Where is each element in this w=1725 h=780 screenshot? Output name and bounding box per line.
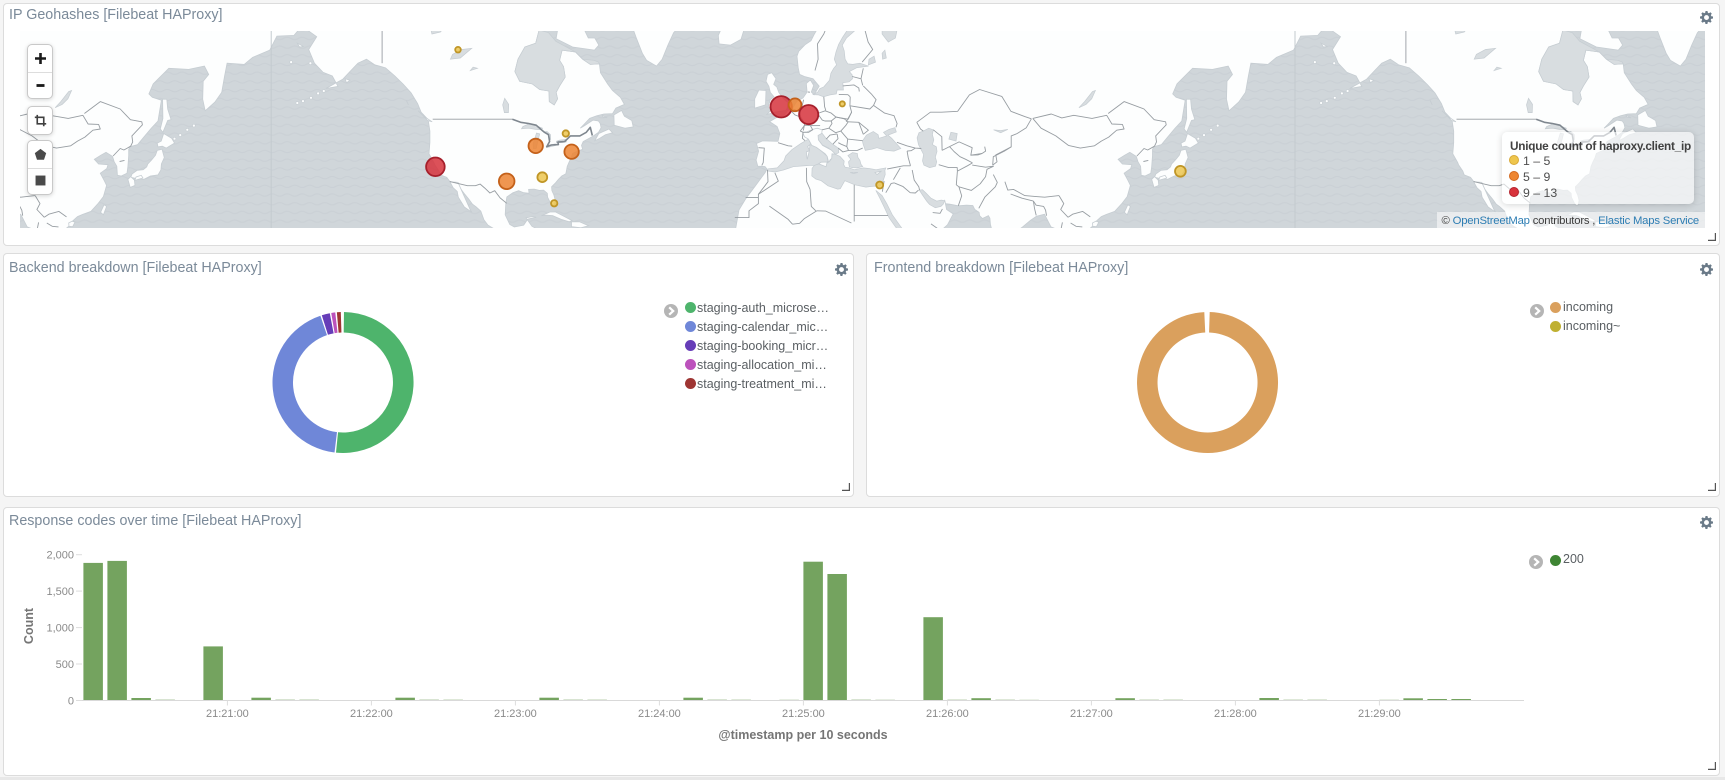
svg-text:21:22:00: 21:22:00 — [350, 708, 393, 720]
svg-text:2,000: 2,000 — [46, 550, 74, 562]
svg-text:21:27:00: 21:27:00 — [1070, 708, 1113, 720]
svg-text:21:21:00: 21:21:00 — [206, 708, 249, 720]
svg-text:Count: Count — [22, 607, 36, 644]
svg-text:21:24:00: 21:24:00 — [638, 708, 681, 720]
svg-text:21:23:00: 21:23:00 — [494, 708, 537, 720]
svg-text:21:25:00: 21:25:00 — [782, 708, 825, 720]
svg-text:500: 500 — [56, 659, 74, 671]
svg-text:1,500: 1,500 — [46, 586, 74, 598]
svg-text:1,000: 1,000 — [46, 623, 74, 635]
svg-text:21:29:00: 21:29:00 — [1358, 708, 1401, 720]
svg-text:@timestamp per 10 seconds: @timestamp per 10 seconds — [718, 728, 887, 742]
svg-text:21:26:00: 21:26:00 — [926, 708, 969, 720]
svg-text:21:28:00: 21:28:00 — [1214, 708, 1257, 720]
svg-text:0: 0 — [68, 696, 74, 708]
